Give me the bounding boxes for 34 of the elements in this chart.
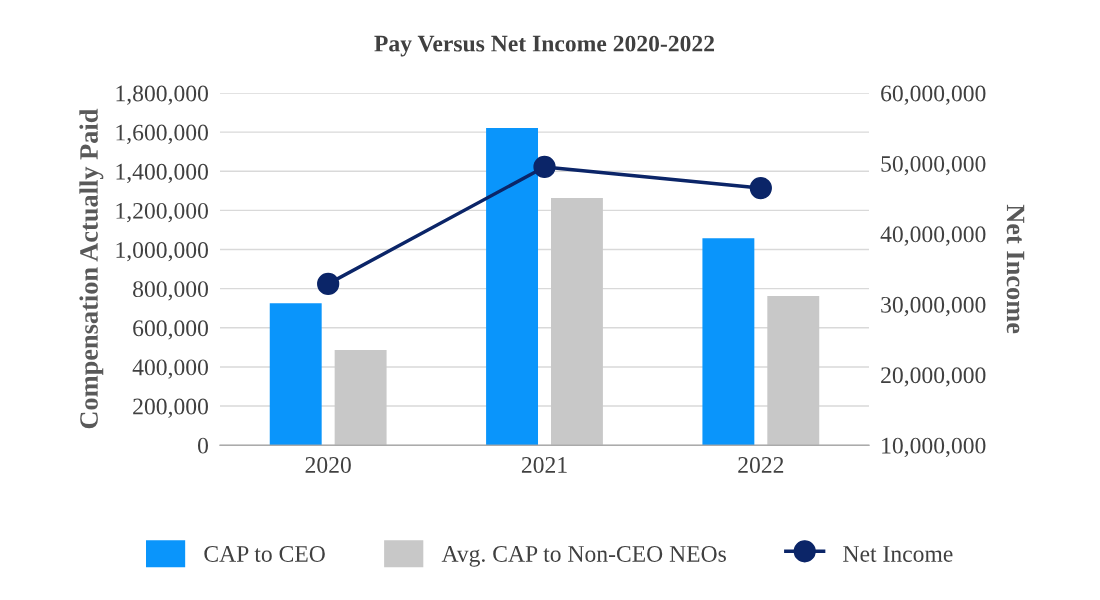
legend-label: CAP to CEO <box>204 546 325 562</box>
chart-title: Pay Versus Net Income 2020-2022 <box>374 35 715 57</box>
x-tick-label: 2022 <box>738 456 784 473</box>
y-tick-label: 400,000 <box>132 359 208 379</box>
y-axis-title: Compensation Actually Paid <box>79 108 104 429</box>
bar <box>550 198 603 446</box>
y2-tick-label: 10,000,000 <box>882 437 986 458</box>
y-tick-label: 600,000 <box>133 320 208 340</box>
bar <box>486 128 539 446</box>
x-tick-label: 2020 <box>305 456 351 473</box>
point <box>749 176 772 200</box>
bar <box>767 296 820 446</box>
legend-label: Net Income <box>843 546 953 562</box>
legend-label: Avg. CAP to Non-CEO NEOs <box>441 546 726 567</box>
bar <box>334 350 387 446</box>
x-tick-label: 2021 <box>521 456 567 473</box>
bar <box>702 238 755 446</box>
point <box>533 155 556 179</box>
point <box>317 272 340 296</box>
y-tick-label: 200,000 <box>133 398 208 418</box>
y2-tick-label: 50,000,000 <box>881 155 986 176</box>
y2-tick-label: 40,000,000 <box>880 226 986 246</box>
y-tick-label: 1,200,000 <box>116 202 208 223</box>
y-tick-label: 1,800,000 <box>116 85 208 105</box>
y-tick-label: 0 <box>197 437 208 454</box>
y2-tick-label: 60,000,000 <box>881 85 986 105</box>
y2-tick-label: 20,000,000 <box>881 367 986 387</box>
y-tick-label: 1,400,000 <box>116 163 208 184</box>
bar <box>269 303 322 446</box>
y-tick-label: 1,600,000 <box>116 124 208 144</box>
y2-axis-title: Net Income <box>1006 204 1025 334</box>
y-tick-label: 800,000 <box>133 281 208 301</box>
y-tick-label: 1,000,000 <box>116 242 208 262</box>
y2-tick-label: 30,000,000 <box>881 296 986 317</box>
